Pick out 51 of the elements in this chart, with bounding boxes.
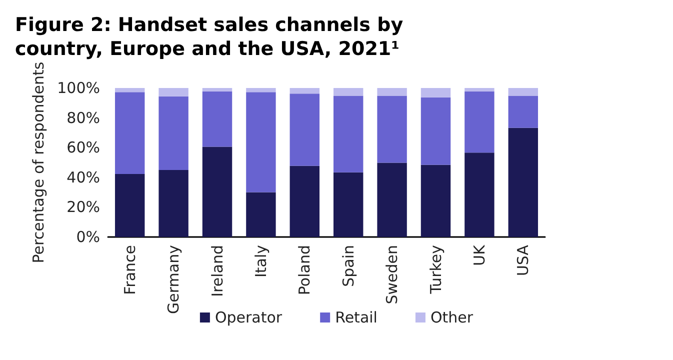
bar <box>420 97 451 165</box>
legend-label: Retail <box>335 308 378 326</box>
bar <box>464 152 494 237</box>
bar <box>508 128 538 237</box>
bar <box>114 92 145 174</box>
y-axis-title: Percentage of respondents <box>30 62 48 264</box>
bar <box>114 88 145 92</box>
bar <box>290 166 320 237</box>
bar <box>202 146 232 237</box>
bar <box>377 88 407 96</box>
bar <box>333 96 364 172</box>
bar <box>508 96 538 128</box>
y-tick-label: 20% <box>66 198 100 216</box>
bar <box>246 192 276 237</box>
x-tick-label: Italy <box>252 244 270 278</box>
bar <box>420 88 451 98</box>
x-tick-label: France <box>120 245 139 295</box>
y-tick-label: 100% <box>57 79 100 97</box>
x-tick-label: UK <box>470 244 488 266</box>
bar <box>290 88 320 94</box>
bar <box>377 162 407 237</box>
bar <box>246 92 276 192</box>
bar <box>333 88 364 96</box>
bar <box>158 96 188 170</box>
y-tick-label: 40% <box>66 168 100 186</box>
bar <box>508 88 538 96</box>
x-tick-label: Turkey <box>426 244 445 295</box>
y-tick-label: 80% <box>66 108 100 127</box>
bar <box>377 96 407 163</box>
bar <box>202 88 232 92</box>
bar <box>333 172 364 237</box>
bar <box>464 91 494 153</box>
bar <box>246 88 276 92</box>
x-tick-label: Germany <box>164 244 183 314</box>
legend-label: Operator <box>214 308 283 326</box>
y-tick-label: 0% <box>76 228 100 246</box>
x-tick-label: Sweden <box>383 245 402 304</box>
bar <box>158 88 188 96</box>
x-tick-label: Spain <box>339 245 358 287</box>
bar <box>464 88 494 92</box>
legend-label: Other <box>430 308 474 326</box>
x-tick-label: Poland <box>296 245 314 296</box>
chart-title: Figure 2: Handset sales channels by country, Europe and the USA, 2021¹ <box>15 14 410 60</box>
bar <box>158 170 188 237</box>
bar <box>290 94 320 166</box>
bar <box>202 91 232 147</box>
x-tick-label: Ireland <box>208 245 226 297</box>
x-tick-label: USA <box>514 244 532 276</box>
y-tick-label: 60% <box>66 138 100 157</box>
bar <box>420 164 451 237</box>
bar <box>114 174 145 237</box>
